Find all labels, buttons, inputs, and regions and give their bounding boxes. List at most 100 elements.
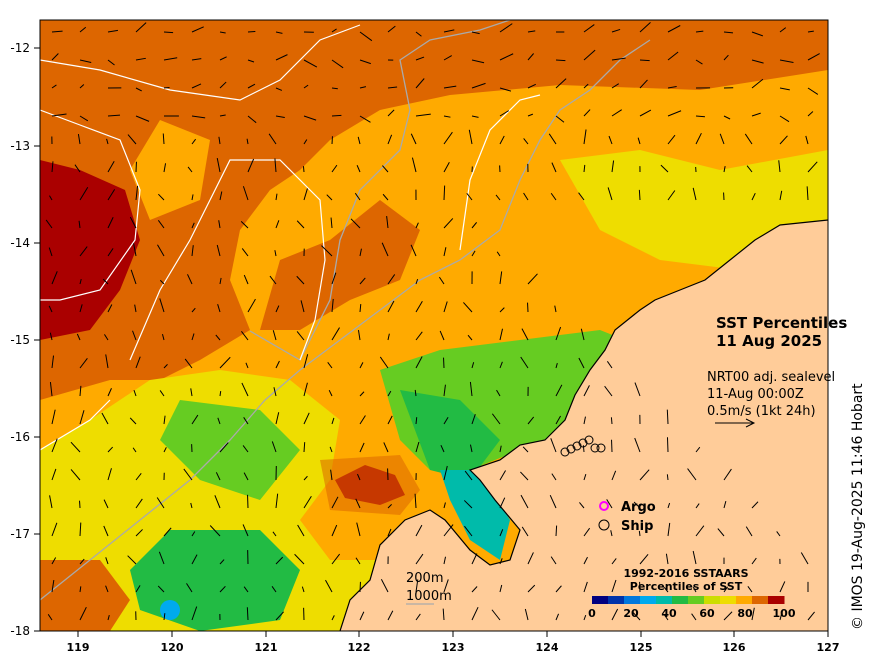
current-vector xyxy=(331,553,341,565)
current-vector xyxy=(325,579,333,593)
current-vector xyxy=(499,23,513,33)
current-vector xyxy=(49,382,53,397)
current-vector xyxy=(466,192,473,201)
current-vector xyxy=(130,269,137,285)
current-vector xyxy=(464,470,473,481)
current-vector xyxy=(471,115,479,118)
current-vector xyxy=(410,133,417,145)
current-vector xyxy=(380,579,389,593)
current-vector xyxy=(583,527,591,537)
current-vector xyxy=(359,86,367,89)
current-vector xyxy=(471,606,479,621)
current-vector xyxy=(127,555,137,565)
current-vector xyxy=(275,412,280,425)
current-vector xyxy=(746,165,753,173)
current-vector xyxy=(415,31,422,37)
current-vector xyxy=(723,468,732,481)
current-vector xyxy=(469,444,473,453)
current-vector xyxy=(779,581,786,593)
current-vector xyxy=(247,298,256,313)
legend-ship-label: Ship xyxy=(621,519,653,534)
x-tick-label: 119 xyxy=(67,641,90,654)
current-vector xyxy=(135,529,143,537)
current-vector xyxy=(382,193,389,201)
current-vector xyxy=(101,412,109,425)
current-vector xyxy=(583,24,595,33)
current-vector xyxy=(443,218,454,229)
current-vector xyxy=(104,334,109,341)
current-vector xyxy=(443,85,457,89)
current-vector xyxy=(330,217,333,229)
current-vector xyxy=(467,334,473,341)
current-vector xyxy=(242,445,249,453)
current-vector xyxy=(79,410,85,425)
current-vector xyxy=(471,59,485,64)
current-vector xyxy=(443,465,448,481)
current-vector xyxy=(272,531,277,537)
current-vector xyxy=(779,59,794,64)
colorbar-title: 1992-2016 SSTAARS xyxy=(623,567,748,580)
current-vector xyxy=(216,244,221,257)
current-vector xyxy=(162,133,165,145)
current-vector xyxy=(471,82,486,89)
colorbar-swatch xyxy=(688,596,705,604)
current-vector xyxy=(551,162,557,173)
current-vector xyxy=(443,502,446,509)
y-tick-label: -14 xyxy=(10,236,30,250)
ship-marker-icon xyxy=(598,519,610,531)
current-vector xyxy=(443,556,447,565)
current-vector xyxy=(76,333,81,341)
current-vector xyxy=(79,115,89,122)
x-tick-label: 121 xyxy=(255,641,278,654)
current-vector xyxy=(499,558,503,565)
current-vector xyxy=(107,615,110,621)
current-vector xyxy=(723,31,734,34)
current-vector xyxy=(443,301,448,313)
current-vector xyxy=(79,186,89,201)
current-vector xyxy=(47,614,53,621)
current-vector xyxy=(247,30,256,33)
current-vector xyxy=(608,135,613,145)
current-vector xyxy=(51,113,67,117)
current-vector xyxy=(135,115,150,122)
current-vector xyxy=(634,437,641,453)
isobath-1000m xyxy=(249,20,511,361)
current-vector xyxy=(359,415,366,425)
current-vector xyxy=(415,553,424,565)
colorbar-tick-label: 60 xyxy=(699,607,715,620)
current-vector xyxy=(443,115,451,118)
current-vector xyxy=(468,129,473,145)
current-vector xyxy=(275,31,283,34)
current-vector xyxy=(611,579,617,593)
map-title: SST Percentiles xyxy=(716,314,847,332)
current-vector xyxy=(555,363,558,369)
colorbar-tick-label: 20 xyxy=(623,607,639,620)
current-vector xyxy=(387,415,393,425)
current-vector xyxy=(331,28,337,33)
colorbar-swatch xyxy=(768,596,785,604)
y-tick-label: -12 xyxy=(10,41,30,55)
ssh-contour-6 xyxy=(40,24,361,101)
current-vector xyxy=(328,389,333,397)
isobath-200m xyxy=(40,39,651,601)
current-vector xyxy=(129,417,137,425)
current-vector xyxy=(355,557,361,565)
current-vector xyxy=(387,300,395,313)
current-vector xyxy=(723,611,733,621)
current-vector xyxy=(583,109,591,117)
current-vector xyxy=(51,522,58,537)
current-vector xyxy=(51,579,55,593)
current-vector xyxy=(638,189,641,201)
current-vector xyxy=(190,388,193,397)
current-vector xyxy=(520,356,529,369)
current-vector xyxy=(499,271,503,285)
current-vector xyxy=(387,503,392,509)
current-vector xyxy=(49,195,53,201)
y-tick-label: -16 xyxy=(10,430,30,444)
current-time: 11-Aug 00:00Z xyxy=(707,387,804,402)
current-vector xyxy=(666,437,669,453)
current-vector xyxy=(242,524,249,537)
current-vector xyxy=(296,275,305,285)
current-vector xyxy=(246,138,249,145)
current-vector xyxy=(78,220,81,229)
